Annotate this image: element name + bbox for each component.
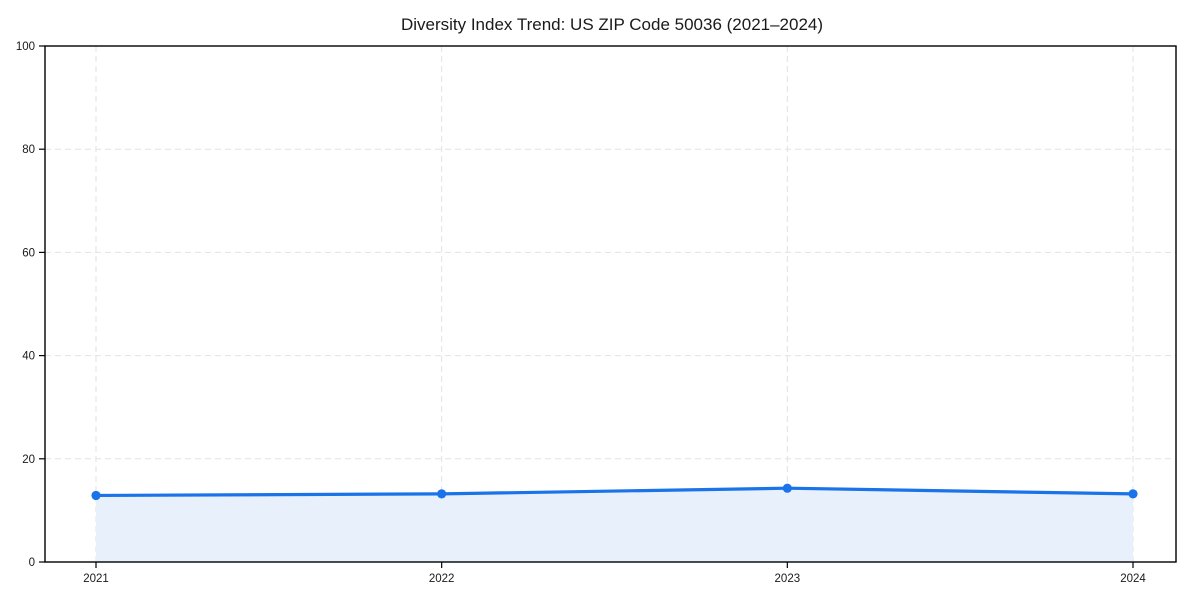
y-axis-tick-label: 40: [22, 351, 35, 363]
area-fill: [96, 488, 1133, 562]
data-point-marker: [91, 490, 101, 501]
x-axis-tick-label: 2023: [775, 573, 801, 585]
y-axis-tick-label: 0: [29, 557, 35, 569]
y-axis-tick-label: 100: [16, 41, 35, 53]
data-point-marker: [437, 489, 447, 499]
plot-border: [44, 45, 1177, 563]
trend-line: [94, 486, 1135, 498]
x-axis-tick-label: 2022: [429, 573, 455, 585]
y-axis-tick-label: 60: [22, 247, 35, 259]
data-point-marker: [782, 483, 792, 493]
x-axis-tick-label: 2024: [1120, 573, 1146, 585]
chart-title: Diversity Index Trend: US ZIP Code 50036…: [401, 15, 823, 34]
data-point-marker: [1128, 489, 1138, 499]
y-axis-tick-label: 20: [22, 454, 35, 466]
x-axis-tick-label: 2021: [83, 573, 109, 585]
series-layer: [91, 483, 1138, 562]
y-axis-tick-label: 80: [22, 144, 35, 156]
axes-layer: 0 20 40 60 80 100 2021 2022 2023 2024: [16, 41, 1177, 585]
gridlines-layer: [45, 46, 1176, 562]
